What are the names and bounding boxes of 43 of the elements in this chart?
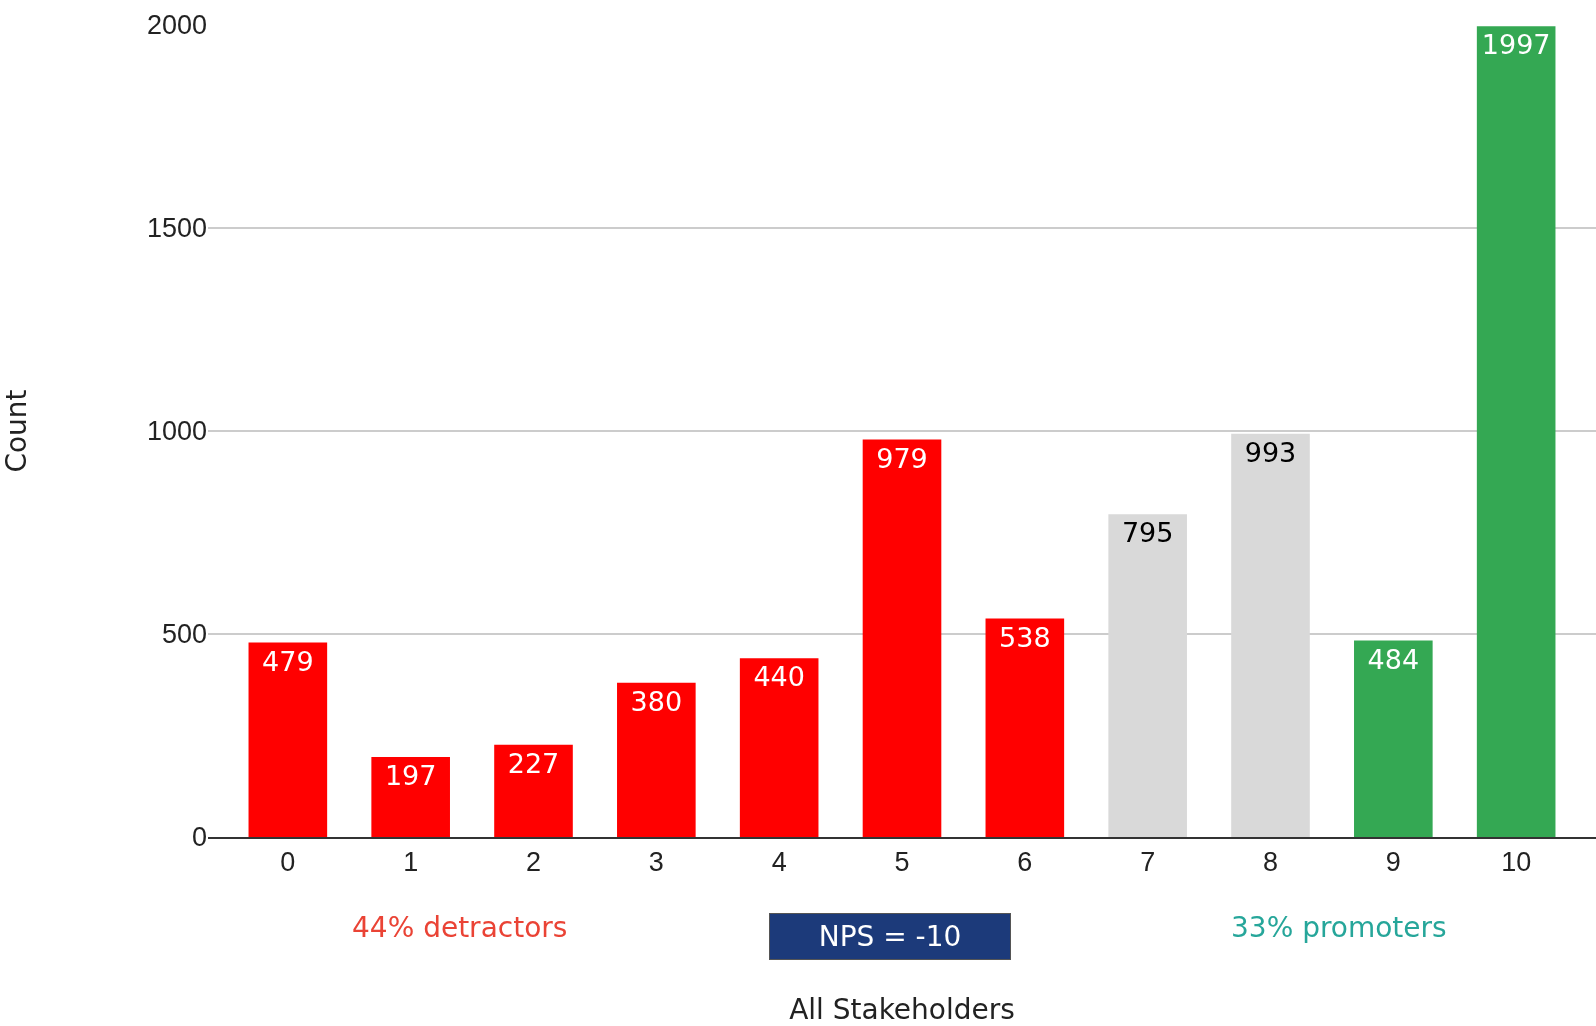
bar xyxy=(1231,433,1310,837)
data-label: 795 xyxy=(1121,517,1174,549)
text: NPS = -10 xyxy=(818,920,962,953)
data-label: 993 xyxy=(1244,436,1297,468)
text: 44% detractors xyxy=(352,911,568,944)
bar xyxy=(1108,514,1187,837)
x-tick-label: 10 xyxy=(1501,847,1532,878)
x-tick-label: 1 xyxy=(403,847,419,878)
x-tick-label: 4 xyxy=(771,847,787,878)
bar xyxy=(862,439,942,837)
data-label: 440 xyxy=(753,661,805,693)
bar xyxy=(739,658,819,837)
x-tick-label: 2 xyxy=(525,847,542,878)
y-tick-label: 1500 xyxy=(146,213,207,244)
data-label: 538 xyxy=(999,621,1051,653)
x-axis-title: All Stakeholders xyxy=(789,993,1015,1026)
data-label: 380 xyxy=(630,685,683,717)
y-tick-label: 2000 xyxy=(146,10,207,41)
bar xyxy=(617,682,696,837)
x-tick-label: 9 xyxy=(1385,847,1401,878)
bar xyxy=(248,642,328,837)
data-label: 479 xyxy=(262,645,314,677)
y-axis-title: Count xyxy=(0,389,33,473)
data-label: 1997 xyxy=(1481,29,1551,61)
x-tick-label: 3 xyxy=(648,847,664,878)
x-tick-label: 6 xyxy=(1017,847,1033,878)
bar xyxy=(1354,640,1433,837)
data-label: 484 xyxy=(1367,643,1420,675)
bar xyxy=(1476,26,1556,837)
y-tick-label: 500 xyxy=(161,619,207,650)
bar xyxy=(494,744,573,837)
y-tick-label: 1000 xyxy=(146,416,207,447)
x-tick-label: 7 xyxy=(1140,847,1156,878)
text: 33% promoters xyxy=(1231,911,1447,944)
x-tick-label: 0 xyxy=(280,847,296,878)
bar xyxy=(371,757,450,837)
y-tick-label: 0 xyxy=(191,822,207,853)
x-tick-label: 5 xyxy=(894,847,910,878)
bar xyxy=(985,618,1065,837)
data-label: 197 xyxy=(384,760,437,792)
x-tick-label: 8 xyxy=(1262,847,1279,878)
data-label: 979 xyxy=(876,442,928,474)
data-label: 227 xyxy=(507,747,560,779)
